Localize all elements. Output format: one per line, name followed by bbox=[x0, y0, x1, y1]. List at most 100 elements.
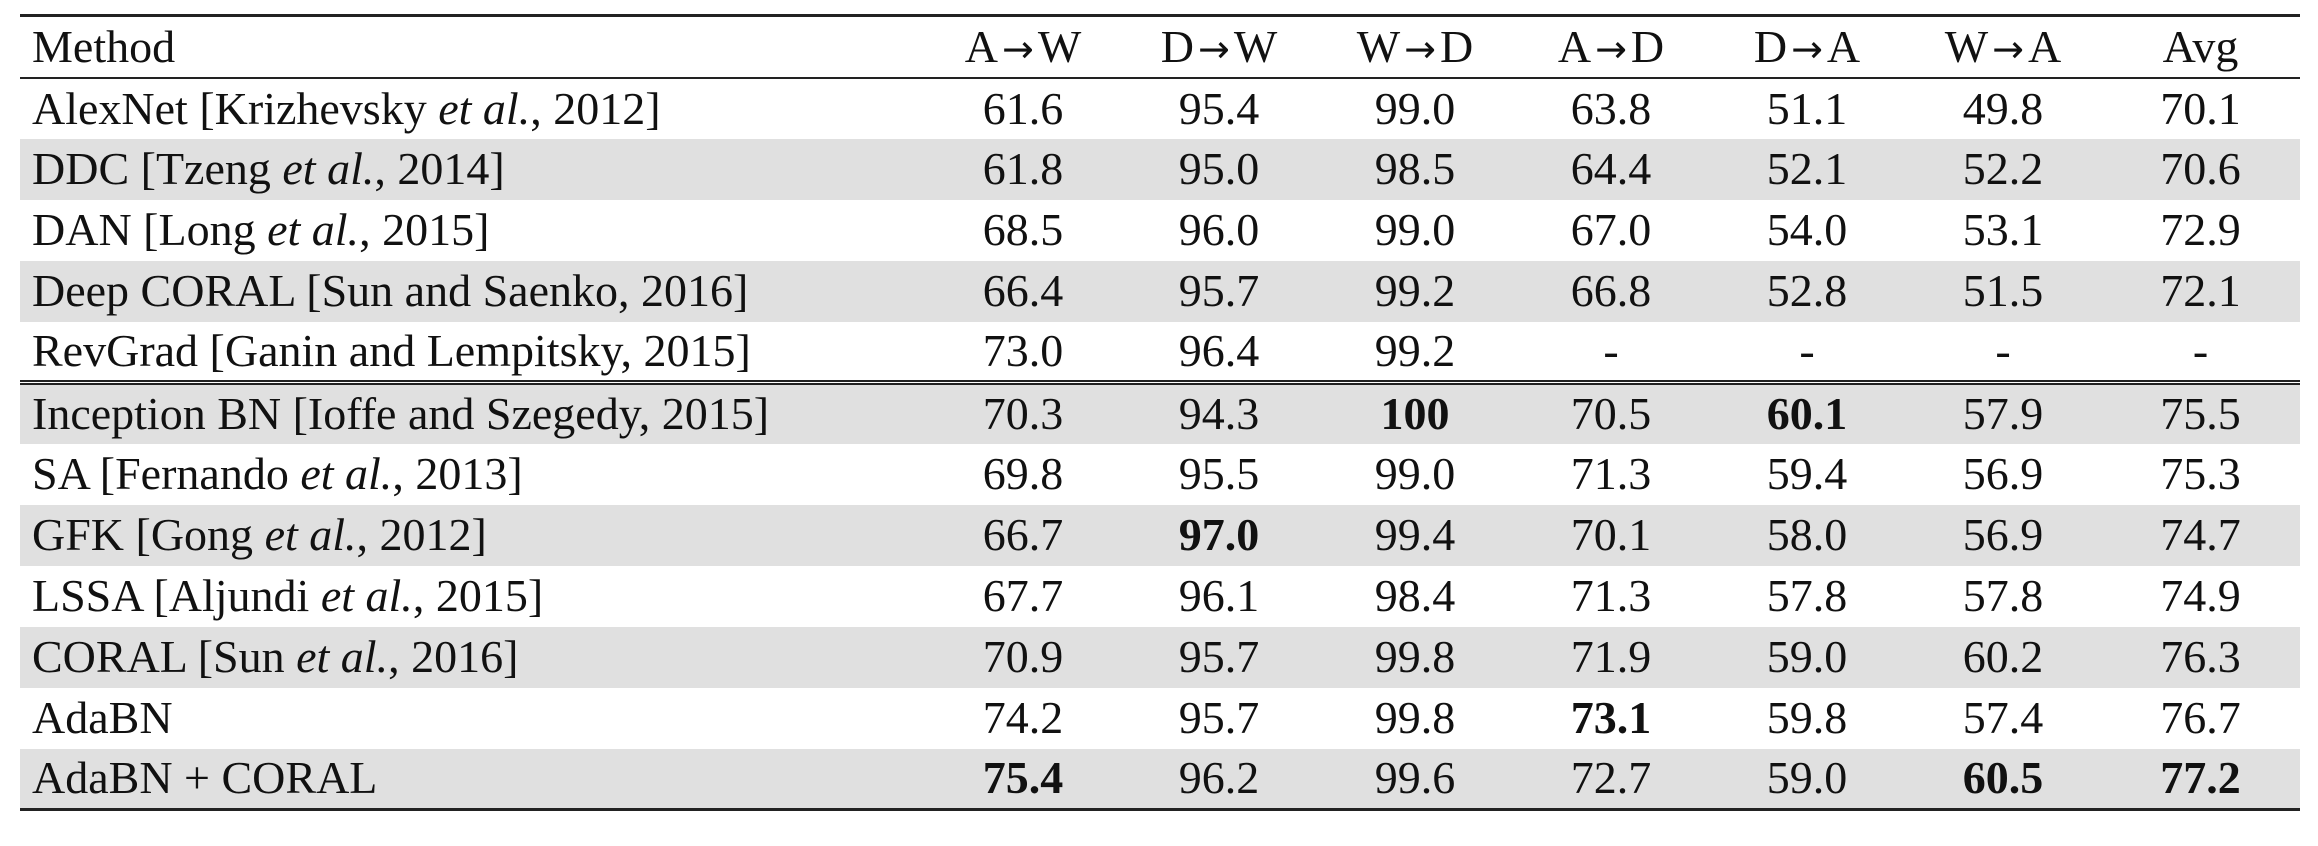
accuracy-value-cell: 99.8 bbox=[1374, 692, 1456, 743]
column-header-task: A →W bbox=[925, 16, 1121, 78]
accuracy-value-cell: 95.7 bbox=[1121, 260, 1317, 322]
accuracy-value-cell: 57.8 bbox=[1766, 570, 1848, 621]
accuracy-value-cell: 96.4 bbox=[1178, 324, 1260, 376]
method-name: Deep CORAL [Sun and Saenko, 2016] bbox=[32, 265, 749, 316]
avg-value-cell: - bbox=[2192, 324, 2209, 376]
method-name: AdaBN bbox=[32, 692, 173, 743]
accuracy-value-cell: 96.1 bbox=[1178, 570, 1260, 621]
table-row: Inception BN [Ioffe and Szegedy, 2015] 70… bbox=[20, 382, 2300, 444]
accuracy-value-cell: 71.9 bbox=[1513, 626, 1709, 688]
accuracy-value-cell: 67.0 bbox=[1570, 204, 1652, 255]
accuracy-value-cell: 95.7 bbox=[1178, 692, 1260, 743]
method-name: RevGrad [Ganin and Lempitsky, 2015] bbox=[32, 324, 751, 376]
method-citation-etal: et al. bbox=[282, 143, 375, 194]
table-row: AdaBN 74.2 95.7 99.8 73.1 59.8 57.4 76.7 bbox=[20, 688, 2300, 749]
accuracy-value-cell: 98.4 bbox=[1374, 570, 1456, 621]
avg-value-cell: 70.6 bbox=[2101, 138, 2300, 200]
method-citation-etal: et al. bbox=[320, 570, 413, 621]
method-name-cell: Deep CORAL [Sun and Saenko, 2016] bbox=[20, 260, 925, 322]
method-citation-year: , 2016] bbox=[388, 631, 519, 682]
accuracy-value-cell: 99.2 bbox=[1317, 260, 1513, 322]
avg-value-cell: 75.3 bbox=[2160, 448, 2241, 499]
method-citation-etal: et al. bbox=[267, 204, 360, 255]
method-name-cell: AdaBN bbox=[20, 688, 925, 749]
accuracy-value-cell: 99.2 bbox=[1374, 324, 1456, 376]
accuracy-value-cell: 52.8 bbox=[1709, 260, 1905, 322]
table-row: AlexNet [Krizhevsky et al., 2012] 61.6 95.… bbox=[20, 78, 2300, 139]
task-source-domain: W bbox=[1356, 20, 1401, 72]
column-header-task: W →D bbox=[1317, 16, 1513, 78]
accuracy-value-cell: 56.9 bbox=[1905, 504, 2101, 566]
task-source-domain: D bbox=[1753, 20, 1788, 72]
accuracy-value-cell: 96.2 bbox=[1121, 748, 1317, 810]
accuracy-value-cell: 66.7 bbox=[925, 504, 1121, 566]
accuracy-value-cell: 96.0 bbox=[1178, 204, 1260, 255]
table-row: SA [Fernando et al., 2013] 69.8 95.5 99.0 71… bbox=[20, 444, 2300, 505]
accuracy-value-cell: 70.1 bbox=[1513, 504, 1709, 566]
method-name: GFK [Gong bbox=[32, 509, 265, 560]
accuracy-value-cell: 57.4 bbox=[1962, 692, 2044, 743]
accuracy-value-cell: 94.3 bbox=[1121, 382, 1317, 444]
method-citation-year: , 2014] bbox=[374, 143, 505, 194]
accuracy-value-cell: 100 bbox=[1317, 382, 1513, 444]
method-name: AdaBN + CORAL bbox=[32, 752, 378, 804]
accuracy-value-cell: 71.3 bbox=[1570, 448, 1652, 499]
method-name: AlexNet [Krizhevsky bbox=[32, 82, 439, 134]
accuracy-value-cell: 73.0 bbox=[982, 324, 1064, 376]
avg-value-cell: 74.7 bbox=[2101, 504, 2300, 566]
table-row: GFK [Gong et al., 2012] 66.7 97.0 99.4 70.1 5… bbox=[20, 504, 2300, 566]
avg-value-cell: 74.9 bbox=[2160, 570, 2241, 621]
avg-value-cell: 72.1 bbox=[2101, 260, 2300, 322]
accuracy-value-cell: 98.5 bbox=[1317, 138, 1513, 200]
method-citation-year: , 2012] bbox=[356, 509, 487, 560]
accuracy-value-cell: 51.5 bbox=[1905, 260, 2101, 322]
accuracy-value-cell: 99.4 bbox=[1317, 504, 1513, 566]
method-name: CORAL [Sun bbox=[32, 631, 297, 682]
accuracy-value-cell: 70.9 bbox=[925, 626, 1121, 688]
method-citation-year: , 2013] bbox=[392, 448, 523, 499]
accuracy-value-cell: 70.3 bbox=[925, 382, 1121, 444]
method-name: DAN [Long bbox=[32, 204, 268, 255]
method-citation-etal: et al. bbox=[300, 448, 393, 499]
method-name-cell: LSSA [Aljundi et al., 2015] bbox=[20, 566, 925, 627]
method-citation-year: , 2015] bbox=[412, 570, 544, 621]
accuracy-value-cell: - bbox=[1603, 324, 1619, 376]
accuracy-value-cell: 58.0 bbox=[1709, 504, 1905, 566]
right-arrow-icon: → bbox=[1992, 26, 2025, 71]
column-header-method: Method bbox=[32, 20, 176, 72]
accuracy-value-cell: 51.1 bbox=[1766, 82, 1848, 134]
accuracy-value-cell: 72.7 bbox=[1513, 748, 1709, 810]
accuracy-value-cell: 73.1 bbox=[1570, 692, 1652, 743]
accuracy-value-cell: 99.0 bbox=[1374, 448, 1456, 499]
accuracy-value-cell: 52.2 bbox=[1905, 138, 2101, 200]
accuracy-value-cell: 59.0 bbox=[1709, 626, 1905, 688]
accuracy-value-cell: 63.8 bbox=[1570, 82, 1652, 134]
task-source-domain: A bbox=[964, 20, 998, 72]
accuracy-value-cell: 64.4 bbox=[1513, 138, 1709, 200]
method-name-cell: RevGrad [Ganin and Lempitsky, 2015] bbox=[20, 322, 925, 383]
column-header-avg: Avg bbox=[2162, 20, 2239, 72]
avg-value-cell: 72.9 bbox=[2160, 204, 2241, 255]
accuracy-value-cell: 95.7 bbox=[1121, 626, 1317, 688]
method-name-cell: DAN [Long et al., 2015] bbox=[20, 200, 925, 261]
table-row: DAN [Long et al., 2015] 68.5 96.0 99.0 67.0 5… bbox=[20, 200, 2300, 261]
table-row: RevGrad [Ganin and Lempitsky, 2015] 73.0 9… bbox=[20, 322, 2300, 383]
baseline-methods-group: AlexNet [Krizhevsky et al., 2012] 61.6 95.… bbox=[20, 78, 2300, 383]
accuracy-value-cell: 99.6 bbox=[1317, 748, 1513, 810]
accuracy-value-cell: 74.2 bbox=[982, 692, 1064, 743]
accuracy-value-cell: 60.2 bbox=[1905, 626, 2101, 688]
task-target-domain: D bbox=[1630, 20, 1665, 72]
accuracy-value-cell: 61.6 bbox=[982, 82, 1064, 134]
accuracy-value-cell: 99.8 bbox=[1317, 626, 1513, 688]
results-table-container: Method A →W D →W W →D A →D D →A W →A Avg AlexNet [Kr… bbox=[20, 14, 2300, 811]
accuracy-value-cell: 59.8 bbox=[1766, 692, 1848, 743]
method-name-cell: AdaBN + CORAL bbox=[20, 748, 925, 810]
task-target-domain: W bbox=[1037, 20, 1082, 72]
method-citation-year: , 2015] bbox=[359, 204, 490, 255]
method-name: SA [Fernando bbox=[32, 448, 301, 499]
right-arrow-icon: → bbox=[1791, 26, 1823, 71]
column-header-task: W →A bbox=[1905, 16, 2101, 78]
accuracy-value-cell: 66.8 bbox=[1513, 260, 1709, 322]
right-arrow-icon: → bbox=[1197, 26, 1230, 71]
table-row: AdaBN + CORAL 75.4 96.2 99.6 72.7 59.0 60.5 77.… bbox=[20, 748, 2300, 810]
